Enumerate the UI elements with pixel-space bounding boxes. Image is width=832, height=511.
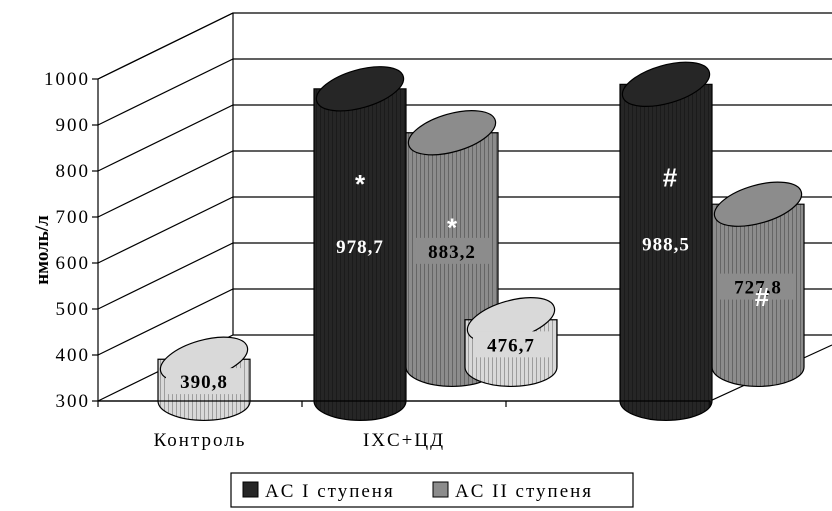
y-tick-label: 300	[56, 391, 91, 412]
gridline	[97, 12, 832, 80]
significance-marker: #	[755, 282, 770, 312]
legend-label: AC I ступеня	[265, 481, 395, 502]
data-label-bg	[720, 273, 796, 300]
y-tick-label: 400	[56, 345, 91, 366]
legend-box	[230, 472, 634, 508]
bar-control: 476,7	[464, 297, 558, 388]
gridline	[97, 58, 832, 126]
data-label: 978,7	[336, 237, 384, 258]
bar-ac2: 727,8#	[711, 181, 805, 388]
bar-shading	[314, 88, 406, 421]
data-label: 727,8	[734, 278, 782, 299]
data-label-bg	[166, 368, 242, 395]
y-tick-label: 1000	[44, 69, 90, 90]
data-label: 883,2	[428, 242, 476, 263]
data-label-bg	[473, 331, 549, 358]
data-label-bg	[414, 237, 490, 264]
bar-shading	[620, 84, 712, 421]
legend-swatch	[242, 481, 259, 498]
y-tick-label: 900	[56, 115, 91, 136]
bar-top	[621, 61, 711, 107]
y-axis-label: нмоль/л	[32, 215, 53, 285]
x-category-label: Контроль	[154, 430, 247, 451]
data-label: 390,8	[180, 372, 228, 393]
legend-swatch	[432, 481, 449, 498]
significance-marker: *	[355, 169, 366, 199]
data-label: 988,5	[642, 235, 690, 256]
bar-top	[713, 181, 803, 227]
bar-ac1: 988,5 #	[619, 61, 713, 422]
y-tick-label: 500	[56, 299, 91, 320]
significance-marker: #	[663, 162, 678, 192]
x-category-label: IXC+ЦД	[363, 430, 445, 451]
y-axis: 300 400 500 600 700 800 900 1000	[44, 69, 99, 412]
legend-label: AC II ступеня	[455, 481, 593, 502]
legend: AC I ступеня AC II ступеня	[230, 472, 634, 508]
significance-marker: *	[447, 213, 458, 243]
bar-top	[315, 66, 405, 112]
y-tick-label: 600	[56, 253, 91, 274]
bar-top	[407, 110, 497, 156]
y-tick-label: 700	[56, 207, 91, 228]
data-label: 476,7	[487, 335, 535, 356]
bar-control: 390,8	[157, 336, 251, 422]
bar-ac1: 978,7 *	[313, 66, 407, 422]
y-tick-label: 800	[56, 161, 91, 182]
x-axis: Контроль IXC+ЦД	[97, 400, 711, 451]
